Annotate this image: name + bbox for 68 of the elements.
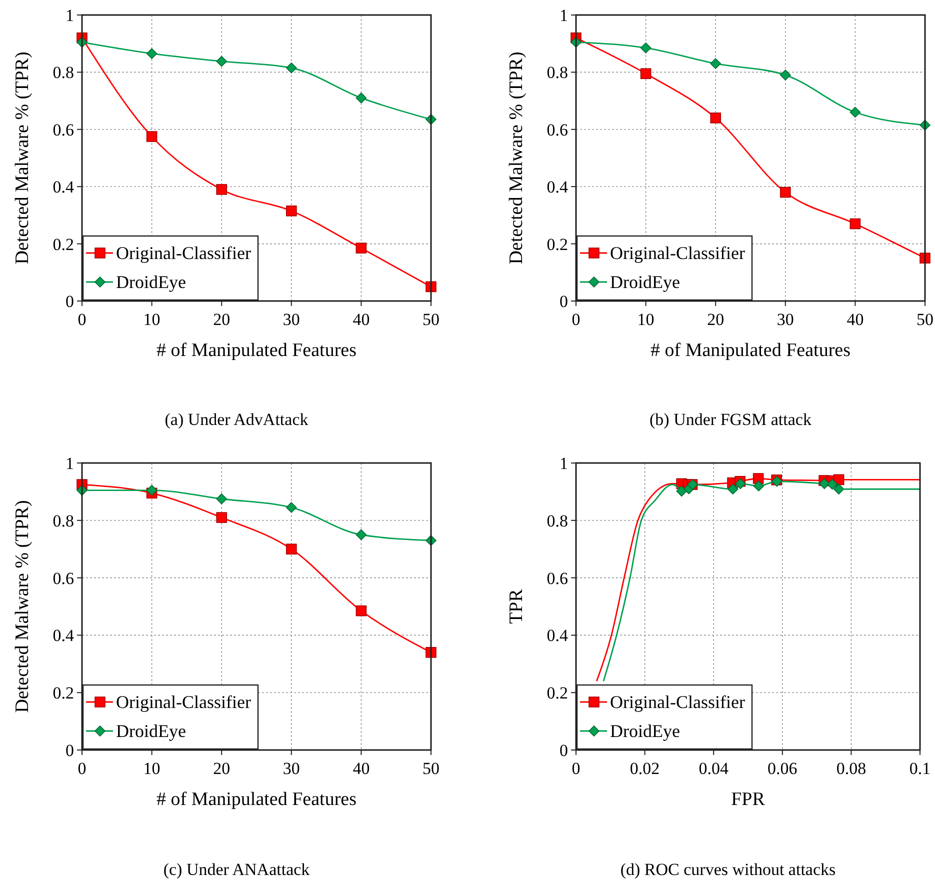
y-tick-label: 0.2: [546, 684, 568, 703]
x-axis-title: # of Manipulated Features: [650, 340, 850, 361]
y-tick-label: 0.2: [52, 234, 74, 254]
y-tick-label: 1: [66, 454, 74, 473]
y-tick-label: 0.8: [546, 63, 568, 82]
text: (d) ROC curves without attacks: [620, 860, 836, 879]
y-tick-label: 1: [66, 6, 74, 25]
x-tick-label: 0: [572, 310, 580, 329]
x-axis-title: # of Manipulated Features: [156, 340, 356, 361]
y-tick-label: 1: [560, 454, 568, 473]
x-tick-label: 0.02: [630, 759, 660, 778]
y-tick-label: 0.8: [52, 511, 74, 530]
x-tick-label: 0.1: [909, 759, 931, 778]
legend-label: DroidEye: [610, 272, 680, 292]
y-axis-title: TPR: [506, 588, 527, 624]
legend-label: DroidEye: [116, 272, 186, 292]
y-tick-label: 0: [66, 292, 74, 311]
y-tick-label: 0.8: [52, 63, 74, 82]
y-tick-label: 0.4: [52, 626, 74, 646]
legend-label: DroidEye: [116, 721, 186, 741]
x-tick-label: 20: [213, 759, 230, 778]
x-tick-label: 0: [78, 310, 86, 329]
x-tick-label: 20: [707, 310, 724, 329]
y-axis-title: Detected Malware % (TPR): [506, 52, 527, 264]
x-tick-label: 10: [143, 310, 160, 329]
x-tick-label: 30: [776, 310, 794, 329]
y-tick-label: 0.6: [52, 568, 74, 588]
y-tick-label: 1: [560, 6, 568, 25]
text: (a) Under AdvAttack: [164, 410, 309, 429]
x-tick-label: 50: [422, 310, 440, 329]
y-tick-label: 0.4: [52, 178, 74, 197]
y-axis-title: Detected Malware % (TPR): [12, 500, 33, 713]
text: (c) Under ANAattack: [163, 860, 310, 879]
y-tick-label: 0.2: [546, 234, 568, 254]
x-tick-label: 40: [352, 759, 370, 778]
x-tick-label: 0: [572, 759, 580, 778]
legend-label: Original-Classifier: [116, 692, 251, 712]
x-tick-label: 50: [422, 759, 440, 778]
x-tick-label: 0.08: [836, 759, 866, 778]
y-tick-label: 0.6: [546, 568, 568, 588]
x-tick-label: 0.04: [698, 759, 729, 778]
text: (b) Under FGSM attack: [650, 410, 812, 429]
x-tick-label: 30: [282, 310, 300, 329]
y-tick-label: 0.4: [546, 178, 568, 197]
x-axis-title: # of Manipulated Features: [156, 789, 356, 810]
legend-label: Original-Classifier: [610, 692, 745, 712]
x-tick-label: 40: [846, 310, 864, 329]
y-tick-label: 0: [560, 292, 568, 311]
x-tick-label: 20: [213, 310, 230, 329]
y-tick-label: 0.2: [52, 684, 74, 703]
y-tick-label: 0: [66, 741, 74, 760]
y-tick-label: 0: [560, 741, 568, 760]
legend-label: Original-Classifier: [116, 243, 251, 263]
y-tick-label: 0.4: [546, 626, 568, 646]
x-tick-label: 30: [282, 759, 300, 778]
x-axis-title: FPR: [731, 789, 766, 810]
x-tick-label: 40: [352, 310, 370, 329]
y-tick-label: 0.6: [546, 120, 568, 140]
x-tick-label: 0.06: [768, 759, 798, 778]
y-axis-title: Detected Malware % (TPR): [12, 52, 33, 264]
x-tick-label: 10: [143, 759, 160, 778]
y-tick-label: 0.8: [546, 511, 568, 530]
legend-label: Original-Classifier: [610, 243, 745, 263]
x-tick-label: 50: [916, 310, 934, 329]
x-tick-label: 0: [78, 759, 86, 778]
x-tick-label: 10: [637, 310, 654, 329]
y-tick-label: 0.6: [52, 120, 74, 140]
legend-label: DroidEye: [610, 721, 680, 741]
